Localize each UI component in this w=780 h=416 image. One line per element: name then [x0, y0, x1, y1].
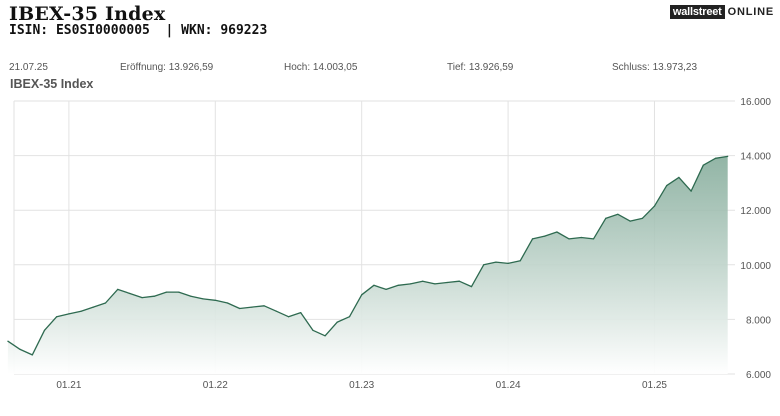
- data-point: [605, 217, 607, 219]
- data-point: [495, 261, 497, 263]
- data-point: [141, 297, 143, 299]
- data-point: [714, 157, 717, 159]
- data-point: [690, 190, 692, 192]
- data-point: [397, 284, 399, 286]
- data-point: [336, 321, 338, 323]
- stat-high: Hoch: 14.003,05: [284, 62, 358, 73]
- data-point: [153, 295, 155, 297]
- stat-low: Tief: 13.926,59: [447, 62, 514, 73]
- stat-open: Eröffnung: 13.926,59: [120, 62, 214, 73]
- data-point: [80, 310, 82, 312]
- data-point: [641, 217, 643, 219]
- data-point: [43, 329, 46, 331]
- data-point: [568, 238, 570, 240]
- data-point: [202, 298, 204, 300]
- data-point: [666, 185, 668, 187]
- data-point: [300, 312, 302, 314]
- data-point: [56, 316, 58, 318]
- data-point: [214, 299, 216, 301]
- data-point: [458, 280, 460, 282]
- data-point: [129, 292, 131, 295]
- y-tick-label: 10.000: [740, 261, 771, 272]
- data-point: [251, 306, 253, 308]
- data-point: [92, 306, 94, 308]
- data-point: [653, 205, 656, 207]
- data-point: [556, 231, 558, 233]
- chart-title: IBEX-35 Index: [10, 77, 94, 91]
- data-point: [544, 235, 546, 237]
- data-point: [178, 291, 180, 293]
- logo-part-online: ONLINE: [727, 6, 774, 18]
- x-tick-label: 01.21: [56, 380, 81, 391]
- data-point: [422, 280, 424, 282]
- logo-part-wallstreet: wallstreet: [669, 5, 725, 19]
- data-point: [324, 335, 326, 337]
- data-point: [104, 302, 107, 304]
- y-tick-label: 12.000: [740, 206, 771, 217]
- y-tick-label: 8.000: [746, 315, 771, 326]
- data-point: [434, 283, 436, 285]
- data-point: [165, 291, 168, 293]
- data-point: [190, 295, 192, 297]
- stat-close: Schluss: 13.973,23: [612, 62, 698, 73]
- y-tick-label: 6.000: [746, 370, 771, 381]
- data-point: [263, 305, 265, 307]
- series-area-fill: [7, 156, 728, 374]
- data-point: [470, 286, 473, 288]
- y-tick-label: 16.000: [740, 97, 771, 108]
- isin-wkn-line: ISIN: ES0SI0000005 | WKN: 969223: [9, 23, 268, 38]
- x-tick-label: 01.22: [203, 380, 228, 391]
- index-title: IBEX-35 Index: [9, 3, 166, 25]
- data-point: [531, 238, 534, 240]
- data-point: [519, 260, 521, 262]
- data-point: [19, 348, 21, 350]
- data-point: [446, 281, 448, 284]
- data-point: [312, 329, 314, 331]
- data-point: [361, 294, 363, 296]
- data-point: [31, 354, 33, 356]
- data-point: [702, 164, 704, 166]
- data-point: [580, 236, 582, 239]
- data-point: [7, 340, 9, 342]
- stat-date: 21.07.25: [9, 62, 48, 73]
- y-tick-label: 14.000: [740, 152, 771, 163]
- data-point: [117, 288, 119, 290]
- data-point: [239, 307, 241, 310]
- x-tick-label: 01.23: [349, 380, 374, 391]
- data-point: [507, 262, 509, 264]
- data-point: [678, 176, 680, 178]
- data-point: [68, 313, 70, 315]
- data-point: [226, 302, 229, 304]
- wallstreet-online-logo[interactable]: wallstreet ONLINE: [669, 5, 774, 19]
- x-tick-label: 01.25: [642, 380, 667, 391]
- data-point: [727, 155, 729, 157]
- data-point: [409, 283, 412, 285]
- x-tick-label: 01.24: [496, 380, 521, 391]
- data-point: [483, 264, 485, 266]
- data-point: [592, 238, 595, 240]
- data-point: [348, 316, 351, 318]
- data-point: [385, 288, 387, 290]
- series-line: [7, 155, 728, 356]
- data-point: [373, 284, 375, 286]
- data-point: [275, 310, 277, 312]
- data-point: [629, 220, 631, 222]
- data-point: [617, 213, 619, 215]
- data-point: [287, 316, 290, 318]
